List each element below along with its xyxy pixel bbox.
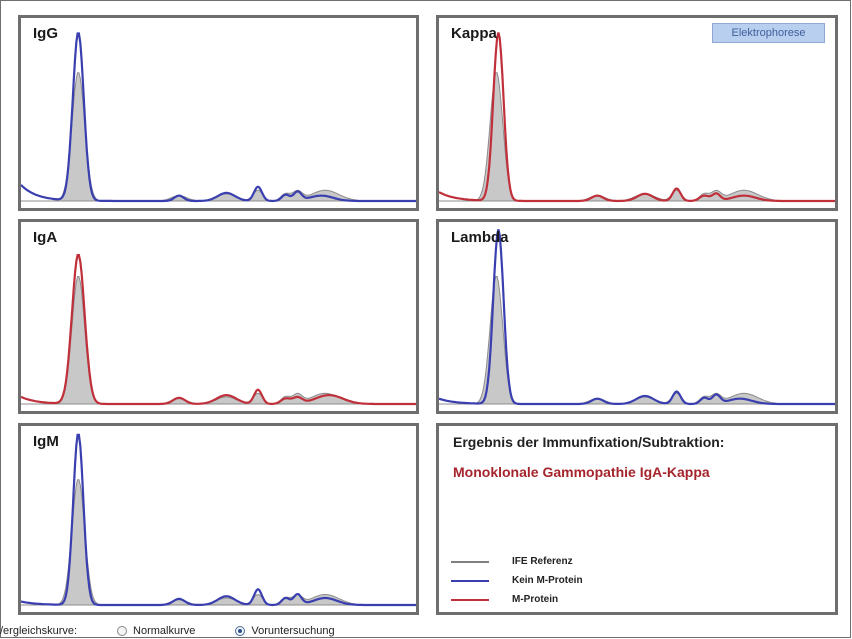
comparison-curve-bar: /ergleichskurve: Normalkurve Voruntersuc… bbox=[0, 622, 375, 639]
comparison-curve-label: /ergleichskurve: bbox=[0, 624, 78, 637]
panel-label: Kappa bbox=[451, 25, 497, 42]
reference-curve bbox=[21, 72, 416, 202]
panel-igm: IgM bbox=[18, 423, 419, 615]
panel-iga: IgA bbox=[18, 219, 419, 414]
radio-label: Voruntersuchung bbox=[251, 624, 335, 637]
curve-chart-lambda bbox=[439, 229, 835, 406]
panel-kappa: Kappa Elektrophorese bbox=[436, 15, 838, 211]
radio-circle-selected-icon[interactable] bbox=[235, 625, 246, 636]
sample-curve bbox=[21, 433, 416, 607]
panel-igg: IgG bbox=[18, 15, 419, 211]
sample-curve bbox=[439, 32, 835, 203]
legend-item-m-protein: M-Protein bbox=[451, 590, 583, 609]
legend-label: Kein M-Protein bbox=[512, 575, 583, 586]
reference-curve bbox=[439, 72, 835, 202]
legend-label: IFE Referenz bbox=[512, 556, 573, 567]
result-panel: Ergebnis der Immunfixation/Subtraktion: … bbox=[436, 423, 838, 615]
curve-chart-igg bbox=[21, 32, 416, 203]
panel-label: Lambda bbox=[451, 229, 509, 246]
legend-swatch bbox=[451, 598, 489, 601]
legend-label: M-Protein bbox=[512, 594, 559, 605]
curve-chart-kappa bbox=[439, 32, 835, 203]
radio-circle-icon[interactable] bbox=[117, 625, 128, 636]
sample-curve bbox=[439, 229, 835, 406]
legend-item-reference: IFE Referenz bbox=[451, 552, 583, 571]
sample-curve bbox=[21, 254, 416, 406]
elektrophorese-button[interactable]: Elektrophorese bbox=[712, 23, 825, 43]
curve-chart-iga bbox=[21, 254, 416, 406]
legend-item-no-m-protein: Kein M-Protein bbox=[451, 571, 583, 590]
reference-curve bbox=[21, 479, 416, 606]
result-title: Ergebnis der Immunfixation/Subtraktion: bbox=[453, 434, 725, 450]
panel-label: IgM bbox=[33, 433, 59, 450]
radio-label: Normalkurve bbox=[133, 624, 196, 637]
panel-label: IgA bbox=[33, 229, 58, 246]
panel-label: IgG bbox=[33, 25, 58, 42]
legend: IFE Referenz Kein M-Protein M-Protein bbox=[451, 552, 583, 609]
reference-curve bbox=[439, 276, 835, 405]
curve-chart-igm bbox=[21, 433, 416, 607]
panel-lambda: Lambda bbox=[436, 219, 838, 414]
legend-swatch bbox=[451, 560, 489, 563]
sample-curve bbox=[21, 32, 416, 203]
legend-swatch bbox=[451, 579, 489, 582]
result-value: Monoklonale Gammopathie IgA-Kappa bbox=[453, 464, 710, 480]
reference-curve bbox=[21, 276, 416, 405]
radio-normalkurve[interactable]: Normalkurve bbox=[117, 625, 195, 637]
radio-voruntersuchung[interactable]: Voruntersuchung bbox=[235, 624, 335, 637]
